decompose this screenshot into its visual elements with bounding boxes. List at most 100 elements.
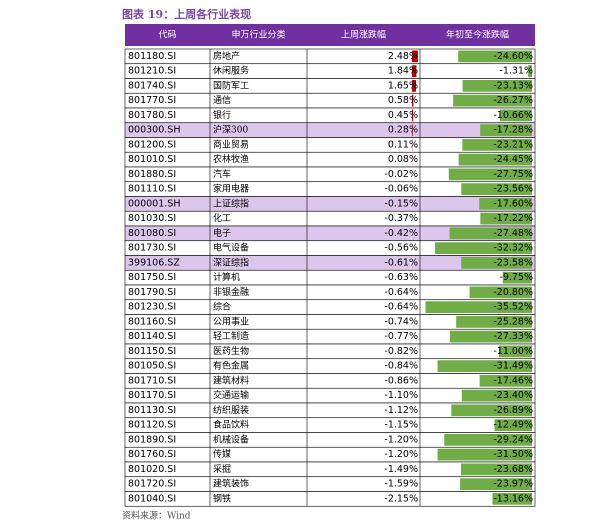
ytd-cell: -31.50% xyxy=(493,449,533,460)
ytd-bar xyxy=(502,271,532,284)
week-cell: -0.64% xyxy=(384,302,418,313)
week-cell: -0.56% xyxy=(384,243,418,254)
ytd-cell: -23.97% xyxy=(493,479,533,490)
week-cell: 0.08% xyxy=(388,154,418,165)
ytd-cell: -20.80% xyxy=(493,287,533,298)
week-bar xyxy=(408,463,412,476)
ytd-cell: -24.60% xyxy=(493,51,533,62)
industry-cell: 化工 xyxy=(213,212,231,224)
week-bar xyxy=(409,419,412,431)
column-header: 代码 xyxy=(158,30,176,41)
week-cell: -1.49% xyxy=(384,464,418,475)
industry-cell: 家用电器 xyxy=(213,183,249,195)
industry-cell: 机械设备 xyxy=(213,433,249,445)
code-cell: 801740.SI xyxy=(128,80,176,91)
ytd-bar xyxy=(461,257,532,269)
code-cell: 801210.SI xyxy=(128,66,176,77)
ytd-cell: -17.60% xyxy=(493,198,533,209)
ytd-bar xyxy=(458,153,532,166)
code-cell: 801170.SI xyxy=(128,390,176,401)
week-cell: -0.61% xyxy=(384,257,418,268)
ytd-bar xyxy=(461,389,532,402)
code-cell: 801120.SI xyxy=(128,420,176,431)
ytd-bar xyxy=(479,375,532,387)
ytd-bar xyxy=(460,478,532,490)
ytd-cell: -23.40% xyxy=(493,390,533,401)
industry-cell: 房地产 xyxy=(213,50,240,62)
code-cell: 000300.SH xyxy=(128,125,180,136)
week-cell: -0.82% xyxy=(384,346,418,357)
code-cell: 801750.SI xyxy=(128,272,176,283)
industry-cell: 深证综指 xyxy=(213,256,249,268)
week-bar xyxy=(409,404,412,417)
ytd-cell: -24.45% xyxy=(493,154,533,165)
ytd-bar xyxy=(479,198,532,210)
table-row xyxy=(124,63,536,79)
industry-cell: 轻工制造 xyxy=(213,330,249,342)
code-cell: 801040.SI xyxy=(128,493,176,504)
ytd-cell: -11.00% xyxy=(493,346,533,357)
code-cell: 801080.SI xyxy=(128,228,176,239)
ytd-bar xyxy=(451,404,532,417)
industry-cell: 综合 xyxy=(213,301,231,313)
ytd-bar xyxy=(461,183,532,195)
ytd-bar xyxy=(450,330,532,343)
ytd-bar xyxy=(462,80,532,92)
ytd-bar xyxy=(458,50,532,63)
ytd-cell: -1.31% xyxy=(499,66,533,77)
ytd-cell: -9.75% xyxy=(499,272,533,283)
week-bar xyxy=(410,227,412,240)
week-bar xyxy=(410,286,412,299)
industry-cell: 通信 xyxy=(213,94,231,106)
ytd-cell: -17.22% xyxy=(493,213,533,224)
industry-cell: 非银金融 xyxy=(213,286,249,298)
week-cell: -0.06% xyxy=(384,184,418,195)
ytd-cell: -32.32% xyxy=(493,243,533,254)
code-cell: 801160.SI xyxy=(128,316,176,327)
code-cell: 801180.SI xyxy=(128,51,176,62)
industry-cell: 食品饮料 xyxy=(213,419,249,431)
week-bar xyxy=(410,271,412,284)
week-bar xyxy=(412,124,413,136)
code-cell: 801720.SI xyxy=(128,479,176,490)
ytd-cell: -27.33% xyxy=(493,331,533,342)
ytd-bar xyxy=(499,345,532,358)
ytd-cell: -10.66% xyxy=(493,110,533,121)
ytd-cell: -26.89% xyxy=(493,405,533,416)
table-row xyxy=(124,210,536,227)
week-bar xyxy=(412,80,416,92)
week-cell: 0.28% xyxy=(388,125,418,136)
ytd-bar xyxy=(460,463,532,476)
code-cell: 801050.SI xyxy=(128,361,176,372)
ytd-bar xyxy=(456,316,532,328)
industry-cell: 采掘 xyxy=(213,463,231,475)
table-row xyxy=(124,373,536,389)
code-cell: 000001.SH xyxy=(128,198,180,209)
ytd-cell: -13.16% xyxy=(493,493,533,504)
week-cell: -1.59% xyxy=(384,479,418,490)
ytd-bar xyxy=(492,493,532,505)
week-cell: 0.58% xyxy=(388,95,418,106)
industry-cell: 交通运输 xyxy=(213,389,249,401)
ytd-bar xyxy=(500,109,532,122)
week-bar xyxy=(409,360,412,372)
industry-cell: 商业贸易 xyxy=(213,138,249,150)
week-cell: -0.77% xyxy=(384,331,418,342)
week-cell: -0.37% xyxy=(384,213,418,224)
week-bar xyxy=(412,109,414,122)
table-row xyxy=(124,122,536,138)
week-bar xyxy=(409,448,412,461)
code-cell: 801150.SI xyxy=(128,346,176,357)
week-bar xyxy=(409,375,412,387)
industry-cell: 计算机 xyxy=(213,271,240,283)
week-cell: 0.45% xyxy=(388,110,418,121)
week-cell: -1.20% xyxy=(384,434,418,445)
week-cell: -0.15% xyxy=(384,198,418,209)
week-bar xyxy=(412,94,414,107)
table-row xyxy=(124,107,536,124)
industry-cell: 传媒 xyxy=(213,448,231,460)
ytd-bar xyxy=(453,94,532,107)
week-cell: 2.48% xyxy=(388,51,418,62)
ytd-bar xyxy=(449,227,532,240)
